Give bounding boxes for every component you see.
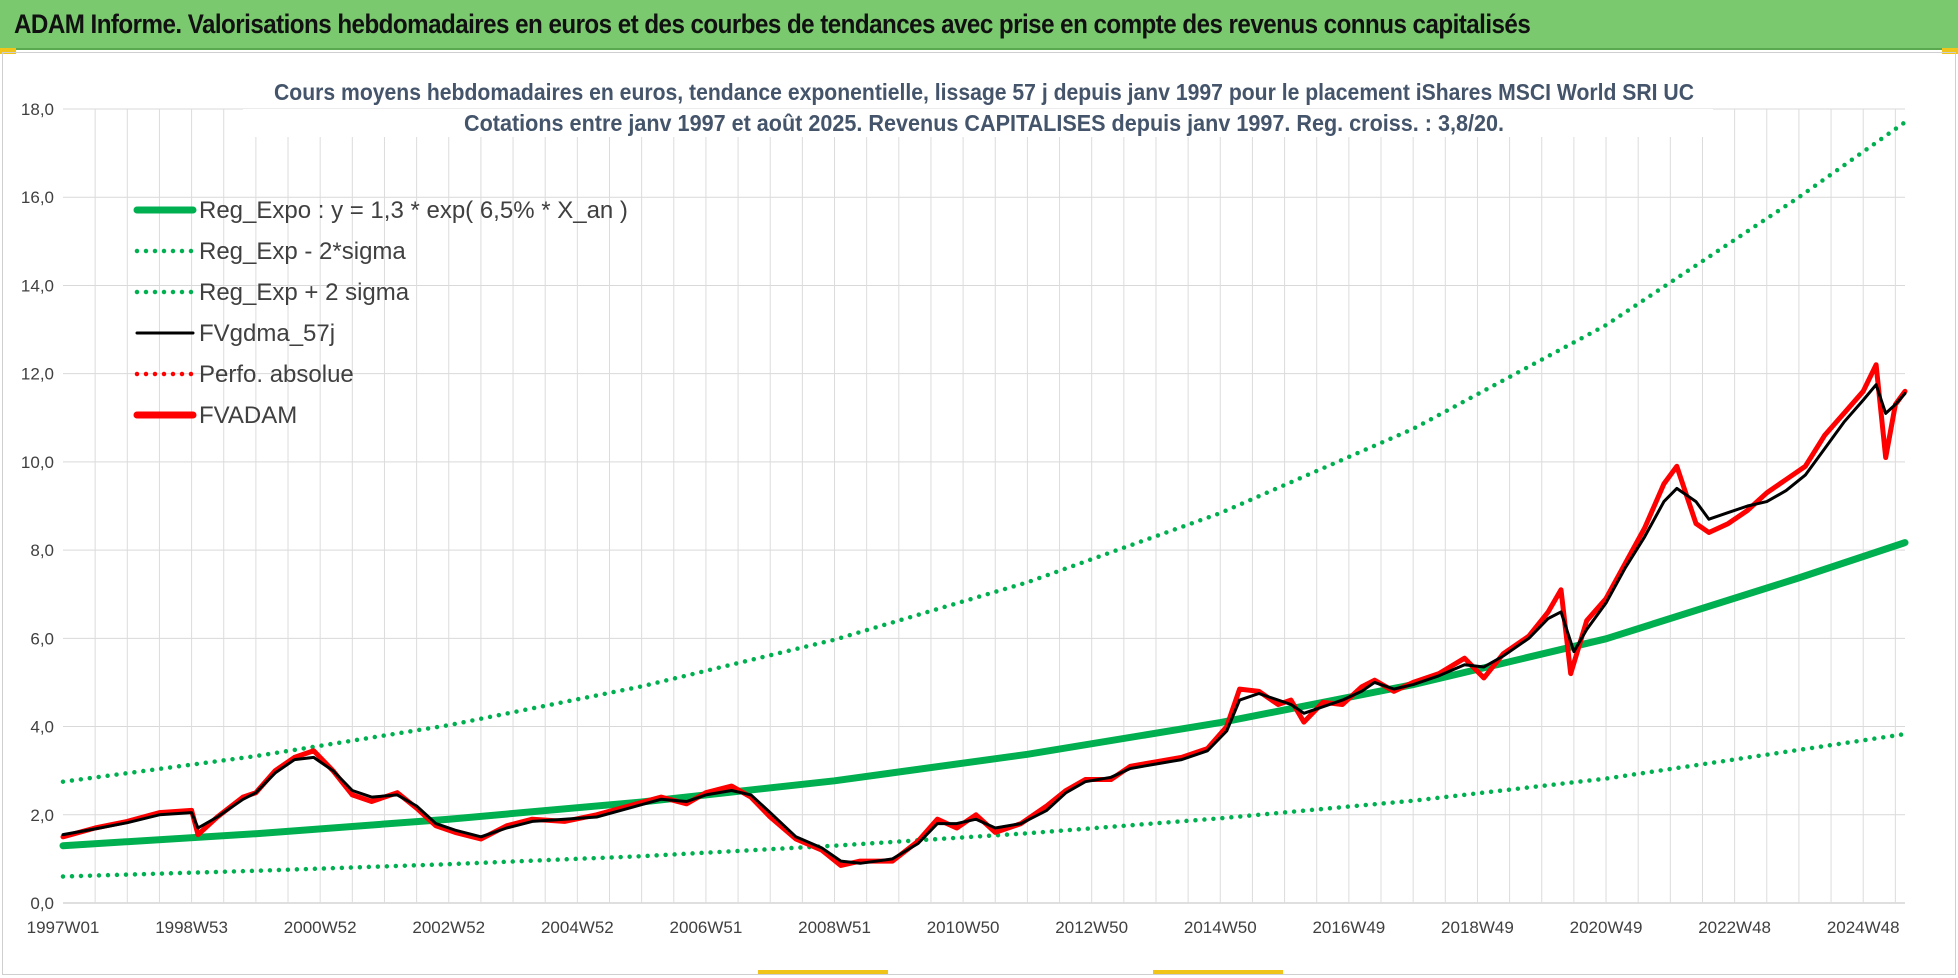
series-line-fvadam xyxy=(60,362,1908,868)
chart-frame: 0,0 2,0 4,0 6,0 8,0 10,0 12,0 14,0 16,0 18,0 1997W… xyxy=(2,52,1956,975)
y-tick-label: 10,0 xyxy=(21,453,54,472)
corner-mark-left xyxy=(0,48,16,54)
y-tick-label: 8,0 xyxy=(30,541,54,560)
x-tick-label: 2002W52 xyxy=(412,918,485,937)
chart-title-line: Cours moyens hebdomadaires en euros, ten… xyxy=(274,79,1694,105)
series-line-reg-expo-y-1-3-exp-6-5-x-an xyxy=(59,539,1909,850)
report-header: ADAM Informe. Valorisations hebdomadaire… xyxy=(0,0,1958,50)
y-tick-label: 4,0 xyxy=(30,718,54,737)
x-tick-label: 2004W52 xyxy=(541,918,614,937)
x-tick-label: 2012W50 xyxy=(1055,918,1128,937)
x-tick-label: 1997W01 xyxy=(27,918,100,937)
x-tick-label: 2018W49 xyxy=(1441,918,1514,937)
report-title: ADAM Informe. Valorisations hebdomadaire… xyxy=(14,9,1531,39)
x-tick-label: 2024W48 xyxy=(1827,918,1900,937)
y-tick-label: 2,0 xyxy=(30,806,54,825)
x-tick-label: 2008W51 xyxy=(798,918,871,937)
x-tick-label: 2006W51 xyxy=(670,918,743,937)
y-tick-label: 16,0 xyxy=(21,188,54,207)
legend-entry: Perfo. absolue xyxy=(199,361,354,388)
x-tick-label: 2000W52 xyxy=(284,918,357,937)
y-tick-label: 6,0 xyxy=(30,629,54,648)
y-tick-label: 18,0 xyxy=(21,100,54,119)
legend-entry: FVgdma_57j xyxy=(199,320,335,347)
series-line-reg-exp-2-sigma xyxy=(60,119,1908,784)
line-chart: 0,0 2,0 4,0 6,0 8,0 10,0 12,0 14,0 16,0 18,0 1997W… xyxy=(21,78,1909,937)
x-tick-label: 2022W48 xyxy=(1698,918,1771,937)
legend-entry: Reg_Exp + 2 sigma xyxy=(199,279,410,306)
x-tick-label: 2014W50 xyxy=(1184,918,1257,937)
x-tick-label: 2020W49 xyxy=(1570,918,1643,937)
y-tick-label: 12,0 xyxy=(21,365,54,384)
legend-entry: Reg_Expo : y = 1,3 * exp( 6,5% * X_an ) xyxy=(199,197,628,224)
series-line-fvgdma-57j xyxy=(61,383,1907,865)
chart-title-backing xyxy=(243,109,1713,137)
chart-title-backing xyxy=(243,78,1713,106)
x-tick-label: 2016W49 xyxy=(1312,918,1385,937)
bottom-mark xyxy=(1153,970,1283,974)
bottom-mark xyxy=(758,970,888,974)
corner-mark-right xyxy=(1942,48,1958,54)
series-line-reg-exp-2-sigma xyxy=(60,731,1908,879)
y-tick-label: 0,0 xyxy=(30,894,54,913)
x-tick-label: 2010W50 xyxy=(927,918,1000,937)
x-tick-label: 1998W53 xyxy=(155,918,228,937)
legend-entry: FVADAM xyxy=(199,402,297,429)
chart-title-line: Cotations entre janv 1997 et août 2025. … xyxy=(464,110,1504,136)
legend-entry: Reg_Exp - 2*sigma xyxy=(199,238,406,265)
y-tick-label: 14,0 xyxy=(21,276,54,295)
